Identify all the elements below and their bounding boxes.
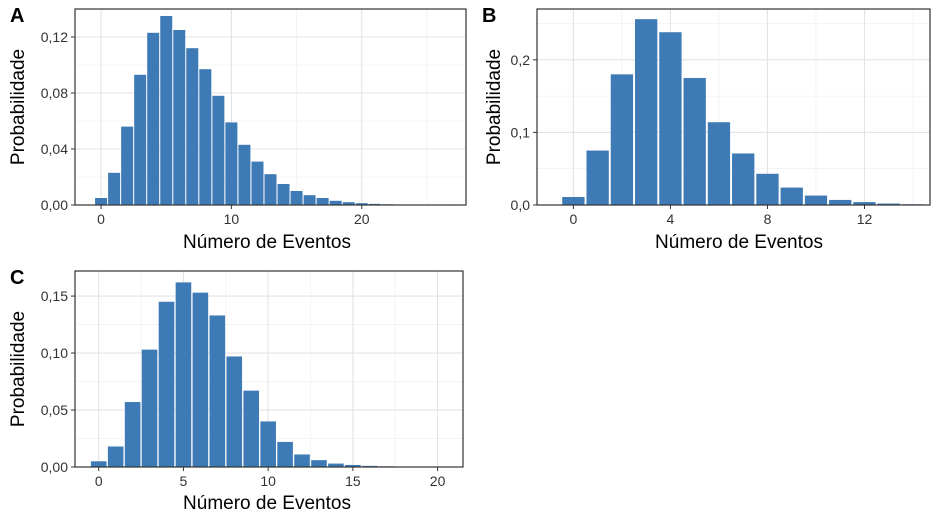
bar (316, 198, 329, 205)
x-tick-label: 20 (430, 473, 446, 489)
bar (124, 402, 141, 467)
y-tick-label: 0,10 (41, 345, 68, 361)
panel-a: 0 10 20 0,00 0,04 0,08 0,12 Número de Eventos Pr… (8, 5, 467, 253)
bar (780, 187, 803, 205)
x-tick-label: 10 (224, 211, 240, 227)
x-tick-label: 8 (764, 211, 772, 227)
bar (342, 202, 355, 205)
bar (659, 32, 682, 205)
panel-b: 0 4 8 12 0,0 0,1 0,2 Número de Eventos Probabili… (482, 5, 931, 253)
x-tick-label: 12 (857, 211, 873, 227)
x-tick-label: 0 (569, 211, 577, 227)
bar (829, 199, 852, 205)
bar (147, 32, 160, 205)
bar (853, 202, 876, 205)
bar (303, 195, 316, 205)
y-tick-label: 0,15 (41, 288, 68, 304)
bar (355, 203, 368, 205)
x-tick-label: 5 (180, 473, 188, 489)
bar (294, 454, 310, 467)
bar (345, 464, 361, 467)
x-tick-label: 10 (260, 473, 276, 489)
bar (328, 463, 344, 467)
bar (90, 461, 107, 467)
panel-border (74, 8, 467, 206)
bar (290, 191, 303, 205)
panel-border (536, 8, 931, 206)
bar (192, 292, 209, 467)
bar (121, 126, 134, 205)
x-tick-label: 15 (345, 473, 361, 489)
bar (107, 446, 124, 467)
panel-letter: A (10, 5, 24, 27)
bar (756, 173, 779, 205)
bar (586, 150, 609, 205)
bar (209, 315, 226, 467)
bar (804, 195, 828, 205)
bar (251, 161, 264, 205)
y-tick-label: 0,2 (511, 52, 531, 68)
x-tick-label: 0 (95, 473, 103, 489)
bar (225, 122, 238, 205)
bar (264, 174, 277, 205)
x-axis-title: Número de Eventos (183, 493, 351, 514)
x-tick-label: 4 (667, 211, 675, 227)
x-axis-title: Número de Eventos (183, 232, 351, 253)
panel-letter: C (10, 267, 24, 289)
bar (683, 77, 706, 205)
y-tick-label: 0,08 (41, 85, 68, 101)
bar (158, 301, 175, 467)
y-tick-label: 0,1 (511, 124, 531, 140)
bar (95, 198, 108, 205)
bar (610, 74, 634, 205)
bar (260, 421, 276, 467)
bar (134, 74, 147, 205)
bar (199, 69, 212, 205)
y-tick-label: 0,00 (41, 197, 68, 213)
panel-c: 0 5 10 15 20 0,00 0,05 0,10 0,15 Número de Evento… (8, 267, 464, 514)
y-axis-title: Probabilidade (8, 49, 29, 165)
x-axis-title: Número de Eventos (655, 232, 823, 253)
y-tick-label: 0,04 (41, 141, 68, 157)
y-tick-label: 0,12 (41, 29, 68, 45)
y-tick-label: 0,00 (41, 459, 68, 475)
bar (226, 356, 243, 467)
y-axis-title: Probabilidade (8, 311, 29, 427)
bar (238, 144, 251, 205)
bar (562, 197, 585, 205)
bar (212, 95, 225, 205)
bar (732, 153, 755, 205)
bar (277, 441, 293, 467)
bar (175, 282, 192, 467)
y-tick-label: 0,05 (41, 402, 68, 418)
bar (311, 460, 327, 467)
bar (243, 390, 260, 467)
bar (173, 30, 186, 205)
bar (329, 200, 342, 205)
bar (141, 349, 158, 467)
bar (635, 19, 658, 205)
y-axis-title: Probabilidade (484, 49, 505, 165)
x-tick-label: 0 (97, 211, 105, 227)
y-tick-label: 0,0 (511, 197, 531, 213)
bar (160, 16, 173, 205)
panel-border (74, 270, 464, 468)
bar (877, 203, 900, 205)
panel-letter: B (482, 5, 496, 27)
bar (108, 172, 121, 205)
bar (707, 122, 731, 205)
bar (277, 184, 290, 205)
x-tick-label: 20 (354, 211, 370, 227)
bar (186, 48, 199, 206)
